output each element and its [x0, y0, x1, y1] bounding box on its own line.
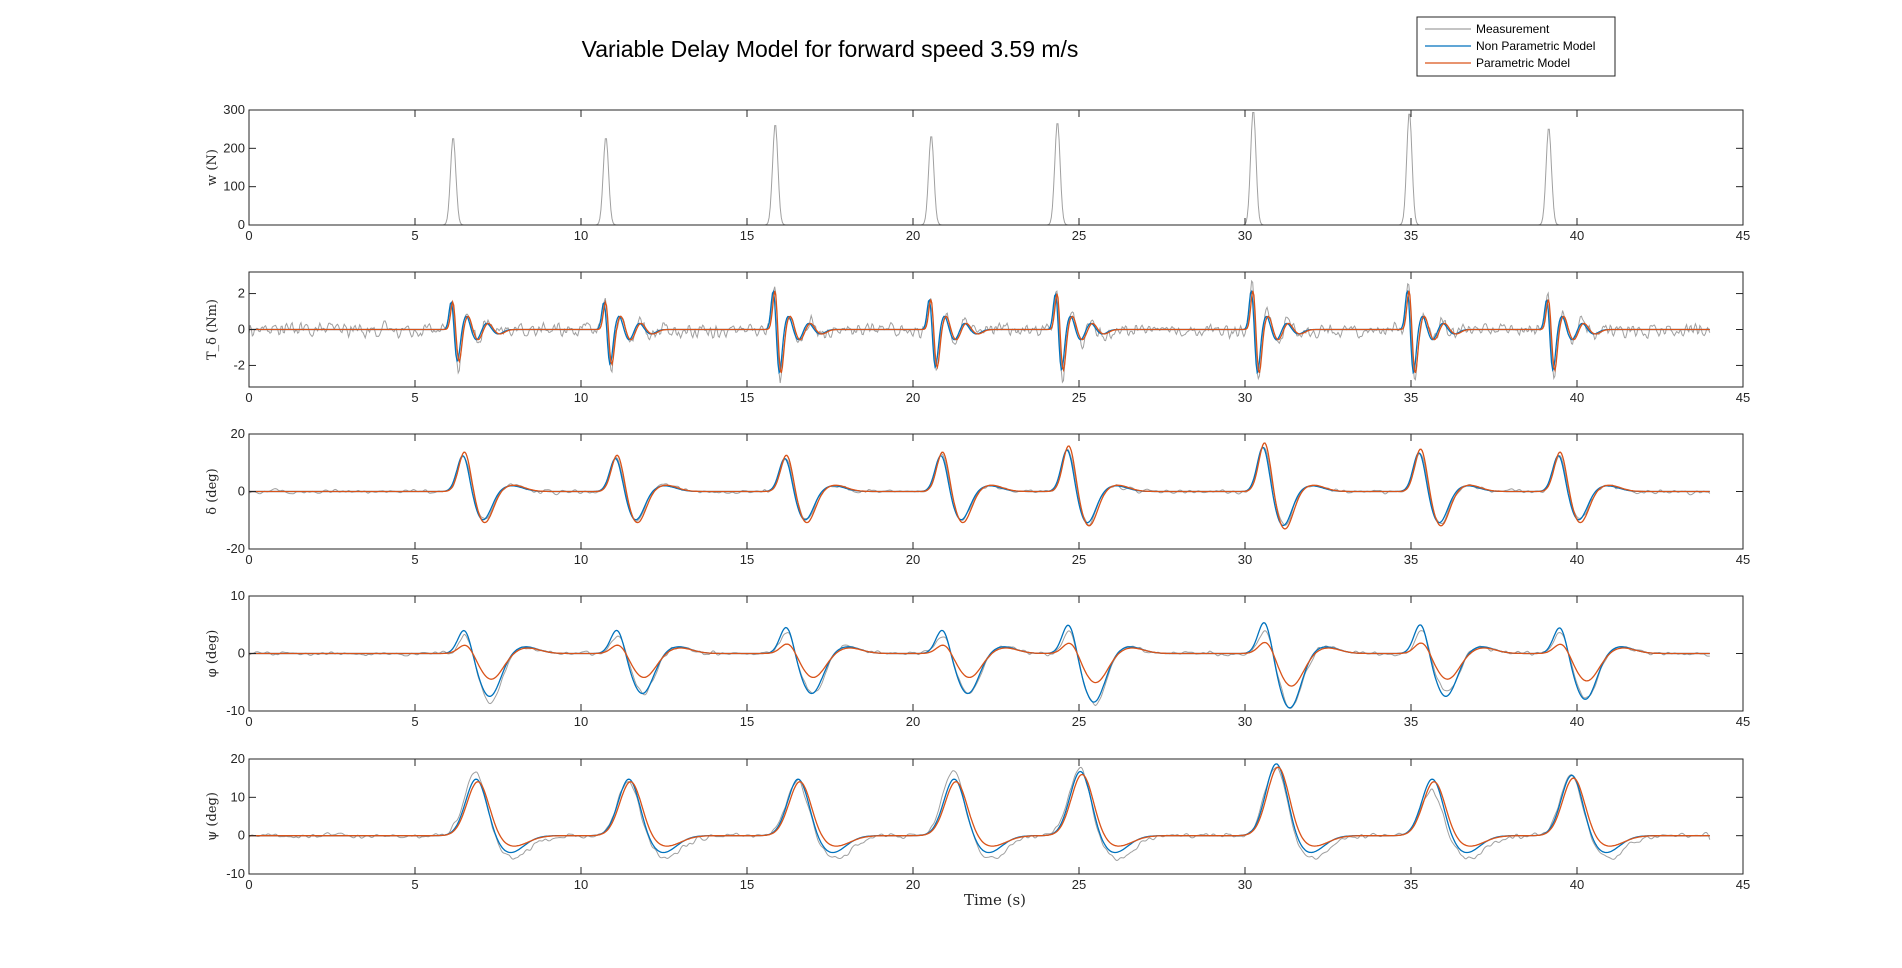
x-tick-label-delta: 25 — [1072, 552, 1086, 567]
x-tick-label-psi: 45 — [1736, 877, 1750, 892]
x-tick-label-phi: 20 — [906, 714, 920, 729]
x-tick-label-phi: 15 — [740, 714, 754, 729]
x-tick-label-ts: 25 — [1072, 390, 1086, 405]
series-parametric-delta — [249, 442, 1710, 530]
x-tick-label-ts: 5 — [411, 390, 418, 405]
legend-label-non-parametric: Non Parametric Model — [1476, 39, 1595, 53]
series-non-parametric-psi — [249, 763, 1710, 854]
x-tick-label-phi: 5 — [411, 714, 418, 729]
x-tick-label-w: 35 — [1404, 228, 1418, 243]
x-tick-label-ts: 0 — [245, 390, 252, 405]
y-tick-label-ts: -2 — [233, 357, 245, 372]
panel-w: 0 5 10 15 20 25 30 35 40 45 0 100 200 300 w (N) — [205, 102, 1750, 243]
x-tick-label-delta: 0 — [245, 552, 252, 567]
y-tick-label-phi: 0 — [238, 646, 245, 661]
x-tick-label-phi: 10 — [574, 714, 588, 729]
x-tick-label-psi: 30 — [1238, 877, 1252, 892]
x-tick-label-w: 20 — [906, 228, 920, 243]
y-tick-label-phi: -10 — [226, 703, 245, 718]
x-tick-label-w: 25 — [1072, 228, 1086, 243]
legend-label-parametric: Parametric Model — [1476, 56, 1570, 70]
y-tick-label-ts: 0 — [238, 322, 245, 337]
y-axis-label-w: w (N) — [205, 149, 220, 186]
x-tick-label-phi: 30 — [1238, 714, 1252, 729]
panel-ts: 0 5 10 15 20 25 30 35 40 45 -2 0 2 T_δ (Nm) — [205, 271, 1750, 405]
series-parametric-ts — [249, 290, 1710, 374]
x-tick-label-psi: 10 — [574, 877, 588, 892]
plot-area-w — [249, 110, 1743, 225]
x-tick-label-psi: 20 — [906, 877, 920, 892]
y-tick-label-w: 0 — [238, 217, 245, 232]
x-tick-label-w: 5 — [411, 228, 418, 243]
x-tick-label-ts: 45 — [1736, 390, 1750, 405]
x-tick-label-ts: 30 — [1238, 390, 1252, 405]
x-tick-label-ts: 10 — [574, 390, 588, 405]
y-tick-label-psi: -10 — [226, 866, 245, 881]
y-tick-label-psi: 0 — [238, 828, 245, 843]
series-parametric-phi — [249, 641, 1710, 687]
x-tick-label-phi: 0 — [245, 714, 252, 729]
x-tick-label-phi: 40 — [1570, 714, 1584, 729]
legend: Measurement Non Parametric Model Paramet… — [1416, 16, 1616, 77]
x-tick-label-psi: 0 — [245, 877, 252, 892]
x-tick-label-psi: 15 — [740, 877, 754, 892]
y-axis-label-delta: δ (deg) — [205, 468, 220, 514]
x-tick-label-delta: 35 — [1404, 552, 1418, 567]
y-tick-label-delta: 0 — [238, 484, 245, 499]
y-tick-label-psi: 20 — [231, 751, 245, 766]
y-tick-label-delta: 20 — [231, 426, 245, 441]
x-tick-label-psi: 25 — [1072, 877, 1086, 892]
plot-area-psi — [249, 759, 1743, 874]
x-tick-label-w: 10 — [574, 228, 588, 243]
x-tick-label-delta: 10 — [574, 552, 588, 567]
legend-label-measurement: Measurement — [1476, 22, 1550, 36]
x-tick-label-phi: 45 — [1736, 714, 1750, 729]
x-tick-label-delta: 20 — [906, 552, 920, 567]
y-tick-label-psi: 10 — [231, 789, 245, 804]
x-tick-label-delta: 5 — [411, 552, 418, 567]
x-tick-label-delta: 15 — [740, 552, 754, 567]
x-tick-label-delta: 30 — [1238, 552, 1252, 567]
x-tick-label-psi: 5 — [411, 877, 418, 892]
x-tick-label-phi: 25 — [1072, 714, 1086, 729]
series-parametric-psi — [249, 766, 1710, 847]
x-tick-label-ts: 20 — [906, 390, 920, 405]
x-tick-label-ts: 35 — [1404, 390, 1418, 405]
x-tick-label-w: 40 — [1570, 228, 1584, 243]
y-tick-label-w: 200 — [223, 140, 245, 155]
x-tick-label-ts: 15 — [740, 390, 754, 405]
x-tick-label-psi: 40 — [1570, 877, 1584, 892]
series-measurement-psi — [248, 766, 1711, 862]
x-tick-label-w: 45 — [1736, 228, 1750, 243]
x-axis-label: Time (s) — [964, 891, 1026, 909]
x-tick-label-delta: 40 — [1570, 552, 1584, 567]
y-axis-label-ts: T_δ (Nm) — [205, 299, 220, 360]
x-tick-label-phi: 35 — [1404, 714, 1418, 729]
axes-box-psi — [248, 758, 1744, 875]
y-tick-label-w: 300 — [223, 102, 245, 117]
x-tick-label-w: 0 — [245, 228, 252, 243]
axes-box-w — [248, 109, 1744, 226]
x-tick-label-ts: 40 — [1570, 390, 1584, 405]
x-tick-label-w: 15 — [740, 228, 754, 243]
y-tick-label-w: 100 — [223, 179, 245, 194]
x-tick-label-psi: 35 — [1404, 877, 1418, 892]
x-tick-label-w: 30 — [1238, 228, 1252, 243]
y-tick-label-phi: 10 — [231, 588, 245, 603]
y-axis-label-phi: φ (deg) — [205, 630, 220, 678]
chart-title: Variable Delay Model for forward speed 3… — [582, 36, 1079, 62]
y-tick-label-ts: 2 — [238, 286, 245, 301]
y-tick-label-delta: -20 — [226, 541, 245, 556]
y-axis-label-psi: ψ (deg) — [205, 792, 220, 841]
x-tick-label-delta: 45 — [1736, 552, 1750, 567]
